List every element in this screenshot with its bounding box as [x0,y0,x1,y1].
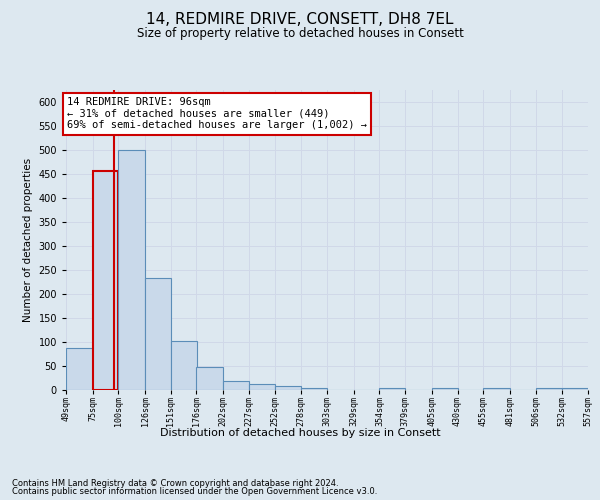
Text: 14, REDMIRE DRIVE, CONSETT, DH8 7EL: 14, REDMIRE DRIVE, CONSETT, DH8 7EL [146,12,454,28]
Bar [562,388,588,390]
Text: 14 REDMIRE DRIVE: 96sqm
← 31% of detached houses are smaller (449)
69% of semi-d: 14 REDMIRE DRIVE: 96sqm ← 31% of detache… [67,97,367,130]
Bar [536,388,562,390]
Bar [93,170,118,390]
Bar [196,368,223,390]
Bar [66,348,93,390]
Text: Contains public sector information licensed under the Open Government Licence v3: Contains public sector information licen… [12,487,377,496]
Y-axis label: Number of detached properties: Number of detached properties [23,158,33,322]
Bar [483,388,510,390]
Bar [118,150,145,390]
Text: Contains HM Land Registry data © Crown copyright and database right 2024.: Contains HM Land Registry data © Crown c… [12,478,338,488]
Bar [379,388,405,390]
Bar [145,278,171,390]
Text: Size of property relative to detached houses in Consett: Size of property relative to detached ho… [137,28,463,40]
Text: Distribution of detached houses by size in Consett: Distribution of detached houses by size … [160,428,440,438]
Bar [223,381,249,390]
Bar [249,384,275,390]
Bar [275,386,301,390]
Bar [432,388,458,390]
Bar [301,388,327,390]
Bar [171,341,197,390]
